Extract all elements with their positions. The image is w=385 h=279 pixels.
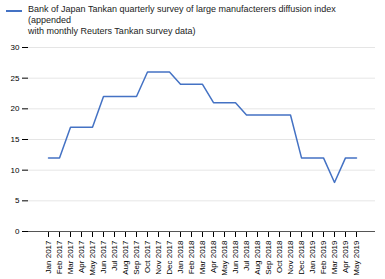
svg-text:20: 20 [11,104,20,113]
svg-text:10: 10 [11,166,20,175]
svg-text:May 2019: May 2019 [352,240,361,275]
svg-text:Oct 2017: Oct 2017 [143,240,152,273]
svg-text:30: 30 [11,43,20,52]
svg-text:Jun 2017: Jun 2017 [99,240,108,273]
svg-text:Jan 2019: Jan 2019 [308,240,317,273]
svg-text:Jan 2017: Jan 2017 [44,240,53,273]
svg-text:May 2018: May 2018 [220,240,229,275]
svg-text:Nov 2017: Nov 2017 [154,240,163,275]
svg-text:5: 5 [15,196,20,205]
svg-text:Feb 2019: Feb 2019 [319,240,328,274]
svg-text:Feb 2017: Feb 2017 [55,240,64,274]
svg-text:25: 25 [11,74,20,83]
svg-text:Aug 2018: Aug 2018 [253,240,262,275]
svg-text:Nov 2018: Nov 2018 [286,240,295,275]
svg-text:Jul 2017: Jul 2017 [110,240,119,271]
svg-text:Apr 2017: Apr 2017 [77,240,86,273]
svg-text:Jul 2018: Jul 2018 [242,240,251,271]
svg-text:Apr 2019: Apr 2019 [341,240,350,273]
svg-text:Dec 2018: Dec 2018 [297,240,306,275]
svg-text:Sep 2018: Sep 2018 [264,240,273,275]
svg-text:May 2017: May 2017 [88,240,97,275]
svg-text:Sep 2017: Sep 2017 [132,240,141,275]
svg-text:Mar 2017: Mar 2017 [66,240,75,274]
svg-text:Oct 2018: Oct 2018 [275,240,284,273]
html-text:Bank of Japan Tankan quarterly: Bank of Japan Tankan quarterly survey of… [28,4,336,36]
svg-text:Mar 2018: Mar 2018 [198,240,207,274]
svg-text:Jun 2018: Jun 2018 [231,240,240,273]
svg-text:15: 15 [11,135,20,144]
svg-text:0: 0 [15,227,20,236]
svg-text:Aug 2017: Aug 2017 [121,240,130,275]
svg-text:Jan 2018: Jan 2018 [176,240,185,273]
svg-text:Mar 2019: Mar 2019 [330,240,339,274]
svg-text:Apr 2018: Apr 2018 [209,240,218,273]
svg-text:Dec 2017: Dec 2017 [165,240,174,275]
svg-text:Feb 2018: Feb 2018 [187,240,196,274]
